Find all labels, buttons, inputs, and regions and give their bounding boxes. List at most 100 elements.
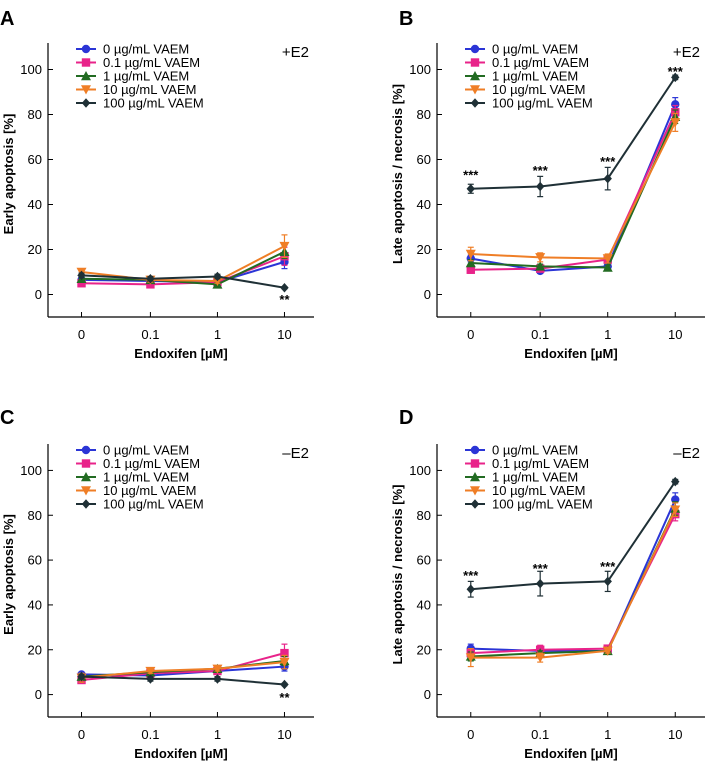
x-tick-label: 0 — [78, 327, 85, 342]
data-point — [279, 241, 290, 252]
data-point — [603, 576, 612, 587]
data-point — [280, 679, 289, 690]
legend-marker — [81, 459, 91, 468]
x-tick-label: 1 — [604, 727, 611, 742]
data-point — [670, 118, 681, 128]
legend-label: 100 µg/mL VAEM — [103, 96, 204, 111]
legend-label: 0 µg/mL VAEM — [103, 42, 189, 57]
series-line — [470, 116, 677, 269]
data-point — [146, 674, 155, 684]
data-point — [466, 584, 475, 595]
series-3 — [465, 112, 681, 264]
legend-label: 1 µg/mL VAEM — [492, 69, 578, 84]
series-line — [81, 661, 285, 679]
data-point — [535, 653, 546, 663]
data-point — [671, 100, 680, 109]
legend-marker — [470, 85, 480, 95]
significance-label: ** — [279, 292, 290, 307]
x-tick-label: 0.1 — [141, 327, 159, 342]
series-4 — [77, 270, 289, 293]
legend-marker — [81, 499, 91, 509]
y-tick-label: 20 — [417, 242, 431, 257]
legend-marker — [81, 445, 91, 455]
data-point — [671, 72, 680, 83]
y-tick-label: 60 — [417, 553, 431, 568]
x-tick-label: 1 — [214, 727, 221, 742]
legend-label: 0.1 µg/mL VAEM — [492, 456, 589, 471]
legend-label: 1 µg/mL VAEM — [103, 69, 189, 84]
y-tick-label: 20 — [417, 642, 431, 657]
series-0 — [466, 492, 680, 656]
y-axis-label: Early apoptosis [%] — [1, 114, 16, 235]
data-point — [535, 253, 546, 263]
x-tick-label: 10 — [277, 327, 291, 342]
legend-marker — [470, 499, 480, 509]
legend-label: 0.1 µg/mL VAEM — [492, 55, 589, 70]
data-point — [602, 254, 613, 264]
y-tick-label: 40 — [28, 597, 42, 612]
y-tick-label: 0 — [424, 287, 431, 302]
legend-marker — [470, 472, 480, 482]
series-2 — [465, 109, 681, 272]
legend-label: 0 µg/mL VAEM — [103, 443, 189, 458]
x-axis-label: Endoxifen [µM] — [524, 346, 617, 361]
legend-marker — [81, 486, 91, 496]
series-line — [470, 481, 677, 591]
data-point — [279, 657, 290, 668]
data-point — [280, 282, 289, 293]
series-line — [470, 76, 677, 190]
legend-label: 100 µg/mL VAEM — [492, 497, 593, 512]
panel-letter: D — [399, 407, 413, 429]
y-tick-label: 0 — [35, 287, 42, 302]
panel-b: B +E2 0 20 40 60 80 100 0 0.1 1 10 Endoxifen [µM] Lat… — [390, 8, 705, 361]
legend-marker — [81, 472, 91, 482]
legend-marker — [81, 71, 91, 81]
x-tick-label: 1 — [604, 327, 611, 342]
panel-d: D –E2 0 20 40 60 80 100 0 0.1 1 10 Endoxifen [µM] Lat… — [390, 407, 705, 761]
data-point — [602, 262, 613, 272]
significance-label: *** — [463, 167, 479, 182]
series-1 — [466, 104, 680, 274]
series-3 — [465, 502, 681, 668]
x-axis-label: Endoxifen [µM] — [134, 746, 227, 761]
legend-marker — [470, 58, 480, 67]
x-tick-label: 0 — [467, 727, 474, 742]
y-tick-label: 80 — [417, 107, 431, 122]
series-4 — [466, 72, 680, 198]
y-tick-label: 40 — [28, 197, 42, 212]
y-tick-label: 100 — [409, 62, 431, 77]
legend-label: 100 µg/mL VAEM — [103, 497, 204, 512]
x-axis-label: Endoxifen [µM] — [524, 746, 617, 761]
legend-label: 10 µg/mL VAEM — [103, 82, 196, 97]
panel-letter: A — [0, 8, 14, 30]
legend-label: 10 µg/mL VAEM — [103, 483, 196, 498]
y-tick-label: 100 — [20, 62, 42, 77]
series-line — [470, 121, 677, 260]
y-axis-label: Late apoptosis / necrosis [%] — [390, 485, 405, 665]
legend-marker — [470, 44, 480, 54]
y-tick-label: 0 — [35, 687, 42, 702]
significance-label: ** — [279, 690, 290, 705]
y-tick-label: 60 — [28, 152, 42, 167]
data-point — [77, 270, 86, 281]
x-tick-label: 10 — [668, 727, 682, 742]
y-tick-label: 100 — [20, 463, 42, 478]
y-tick-label: 0 — [424, 687, 431, 702]
data-point — [146, 273, 155, 284]
series-line — [470, 509, 677, 659]
x-axis-label: Endoxifen [µM] — [134, 346, 227, 361]
legend-marker — [470, 445, 480, 455]
condition-label: +E2 — [673, 44, 700, 61]
x-tick-label: 10 — [277, 727, 291, 742]
legend-label: 1 µg/mL VAEM — [492, 470, 578, 485]
data-point — [602, 646, 613, 656]
y-tick-label: 80 — [28, 107, 42, 122]
panel-c: C –E2 0 20 40 60 80 100 0 0.1 1 10 Endoxifen [µM] Ear… — [0, 407, 314, 761]
data-point — [145, 666, 156, 677]
data-point — [77, 671, 86, 682]
series-line — [470, 513, 677, 655]
series-line — [470, 111, 677, 271]
